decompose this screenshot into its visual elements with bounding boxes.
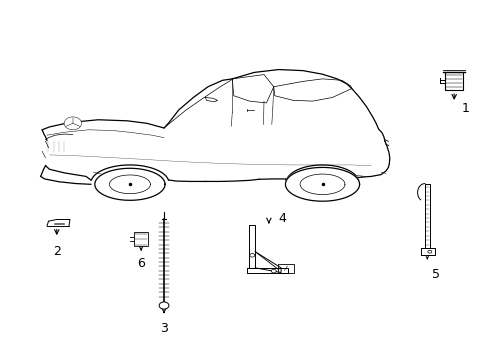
Circle shape: [159, 302, 168, 309]
Text: 6: 6: [137, 257, 145, 270]
Polygon shape: [424, 184, 429, 248]
Circle shape: [427, 250, 431, 253]
Circle shape: [249, 253, 254, 257]
Polygon shape: [255, 252, 281, 273]
Text: 5: 5: [431, 268, 439, 281]
Polygon shape: [420, 248, 434, 255]
Polygon shape: [249, 225, 255, 268]
Circle shape: [271, 269, 276, 273]
Polygon shape: [246, 268, 288, 273]
Text: 1: 1: [461, 102, 468, 115]
Circle shape: [64, 117, 81, 130]
Polygon shape: [285, 167, 359, 201]
Text: 4: 4: [278, 212, 286, 225]
Polygon shape: [277, 264, 294, 273]
Text: 3: 3: [160, 321, 168, 335]
Bar: [134, 232, 148, 246]
Text: 2: 2: [53, 244, 61, 257]
Bar: [444, 72, 463, 90]
Polygon shape: [95, 168, 164, 200]
